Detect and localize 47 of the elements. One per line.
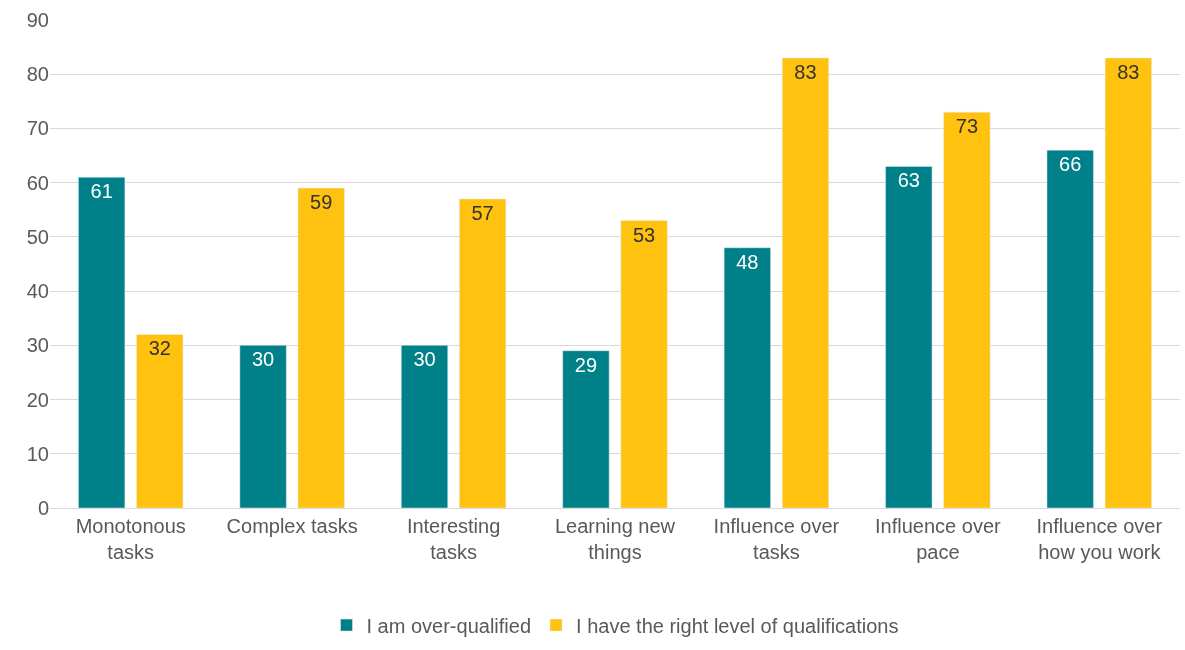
y-tick-label: 20 (26, 388, 49, 411)
data-label: 30 (413, 348, 436, 371)
x-tick-label: Influence over tasks (713, 515, 840, 563)
data-label: 29 (574, 353, 598, 376)
bar (136, 334, 184, 508)
y-tick-label: 10 (26, 442, 49, 465)
data-label: 48 (736, 250, 759, 273)
bar (620, 220, 668, 508)
data-label: 66 (1059, 153, 1082, 176)
legend-label: I have the right level of qualifications (576, 614, 899, 637)
legend-label: I am over-qualified (366, 614, 532, 637)
data-label: 59 (310, 191, 333, 214)
y-tick-label: 80 (26, 63, 49, 86)
bar (1046, 149, 1094, 508)
data-label: 53 (632, 223, 656, 246)
data-label: 83 (1117, 60, 1140, 83)
data-label: 73 (955, 115, 979, 138)
x-tick-label: Interesting tasks (406, 515, 501, 563)
x-tick-label: Influence over how you work (1036, 515, 1163, 563)
x-tick-label: Complex tasks (226, 515, 358, 537)
bar (459, 198, 507, 508)
data-label: 30 (251, 348, 275, 371)
y-tick-label: 30 (26, 334, 49, 357)
y-tick-label: 50 (26, 225, 49, 248)
bar (401, 345, 449, 508)
y-tick-label: 90 (26, 9, 49, 31)
bar (781, 57, 829, 508)
x-tick-label: Learning new things (554, 515, 676, 563)
data-label: 57 (471, 201, 494, 224)
y-tick-label: 0 (37, 497, 49, 519)
bar (885, 166, 933, 508)
x-tick-label: Monotonous tasks (75, 515, 186, 563)
data-label: 63 (897, 169, 920, 192)
data-label: 61 (90, 180, 113, 203)
bar (723, 247, 771, 508)
x-tick-label: Influence over pace (875, 515, 1002, 563)
y-tick-label: 70 (26, 117, 49, 140)
bar (78, 176, 126, 508)
data-label: 83 (794, 60, 817, 83)
bar (1104, 57, 1152, 508)
y-tick-label: 40 (26, 280, 49, 303)
bar (562, 350, 610, 508)
bar (239, 345, 287, 508)
bar (297, 187, 345, 508)
bar (943, 111, 991, 508)
data-label: 32 (148, 337, 171, 360)
y-tick-label: 60 (26, 171, 49, 194)
